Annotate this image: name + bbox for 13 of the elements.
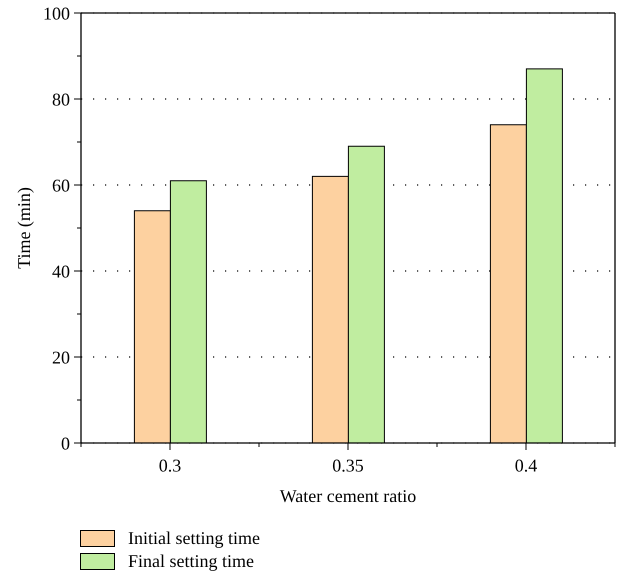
x-tick-label: 0.4 xyxy=(514,455,538,476)
x-tick-label: 0.35 xyxy=(332,455,364,476)
x-tick-label: 0.3 xyxy=(158,455,182,476)
y-tick-label: 60 xyxy=(52,175,70,196)
y-tick-label: 20 xyxy=(52,347,70,368)
y-axis-title: Time (min) xyxy=(14,187,34,269)
y-tick-label: 0 xyxy=(61,433,70,454)
y-tick-label: 40 xyxy=(52,261,70,282)
legend-label: Final setting time xyxy=(128,550,254,573)
x-axis-title: Water cement ratio xyxy=(280,486,416,506)
y-tick-label: 100 xyxy=(43,3,70,24)
y-tick-label: 80 xyxy=(52,89,70,110)
legend-label: Initial setting time xyxy=(128,527,260,550)
